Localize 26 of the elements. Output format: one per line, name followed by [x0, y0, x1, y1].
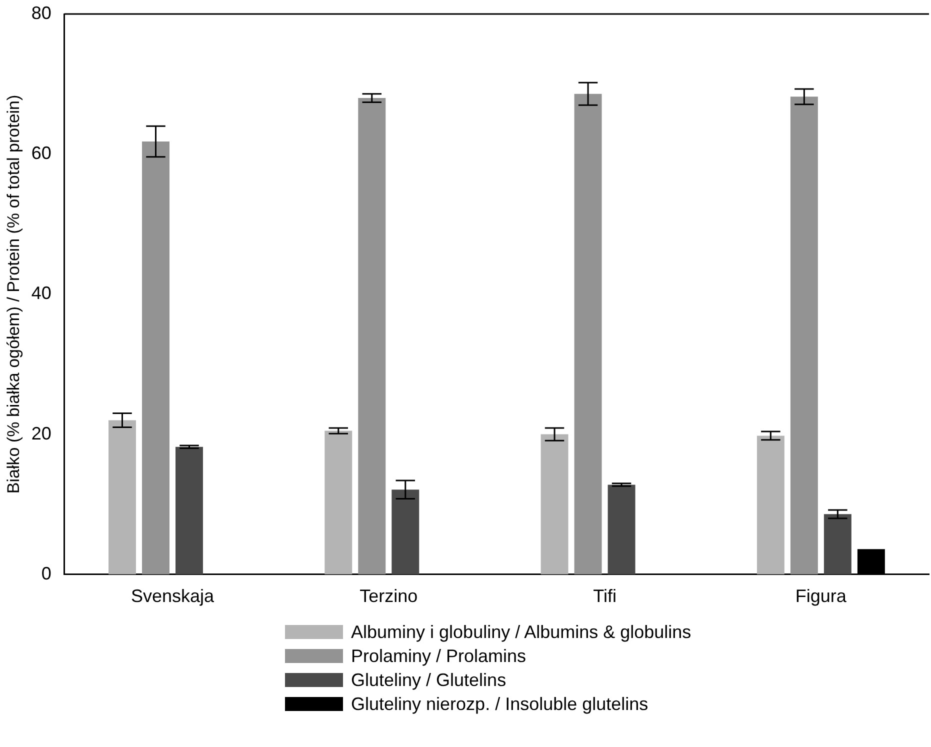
- legend-label: Prolaminy / Prolamins: [351, 645, 526, 668]
- y-tick-label: 20: [31, 423, 52, 444]
- x-tick-label: Tifi: [593, 586, 616, 606]
- bar: [574, 94, 602, 574]
- legend-label: Gluteliny nierozp. / Insoluble glutelins: [351, 693, 648, 716]
- bar: [790, 96, 818, 574]
- bar: [358, 98, 386, 574]
- bar: [324, 430, 352, 574]
- bar: [176, 446, 203, 574]
- bar: [142, 141, 170, 574]
- y-axis-title: Białko (% białka ogółem) / Protein (% of total protein): [4, 94, 23, 494]
- x-tick-label: Figura: [795, 586, 848, 606]
- y-tick-label: 60: [31, 143, 52, 164]
- legend-label: Albuminy i globuliny / Albumins & globulins: [351, 621, 692, 644]
- bar: [756, 436, 784, 574]
- y-tick-label: 0: [41, 563, 52, 584]
- bar: [108, 420, 136, 574]
- y-tick-label: 80: [31, 2, 52, 23]
- x-tick-label: Terzino: [360, 586, 418, 606]
- bar: [824, 514, 852, 574]
- y-tick-label: 40: [31, 283, 52, 304]
- x-tick-label: Svenskaja: [130, 586, 215, 606]
- legend-label: Gluteliny / Glutelins: [351, 669, 506, 692]
- bar: [608, 484, 636, 574]
- bar: [392, 490, 420, 574]
- bar: [540, 434, 568, 574]
